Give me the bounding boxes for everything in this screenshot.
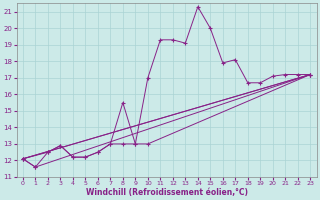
X-axis label: Windchill (Refroidissement éolien,°C): Windchill (Refroidissement éolien,°C) xyxy=(85,188,248,197)
